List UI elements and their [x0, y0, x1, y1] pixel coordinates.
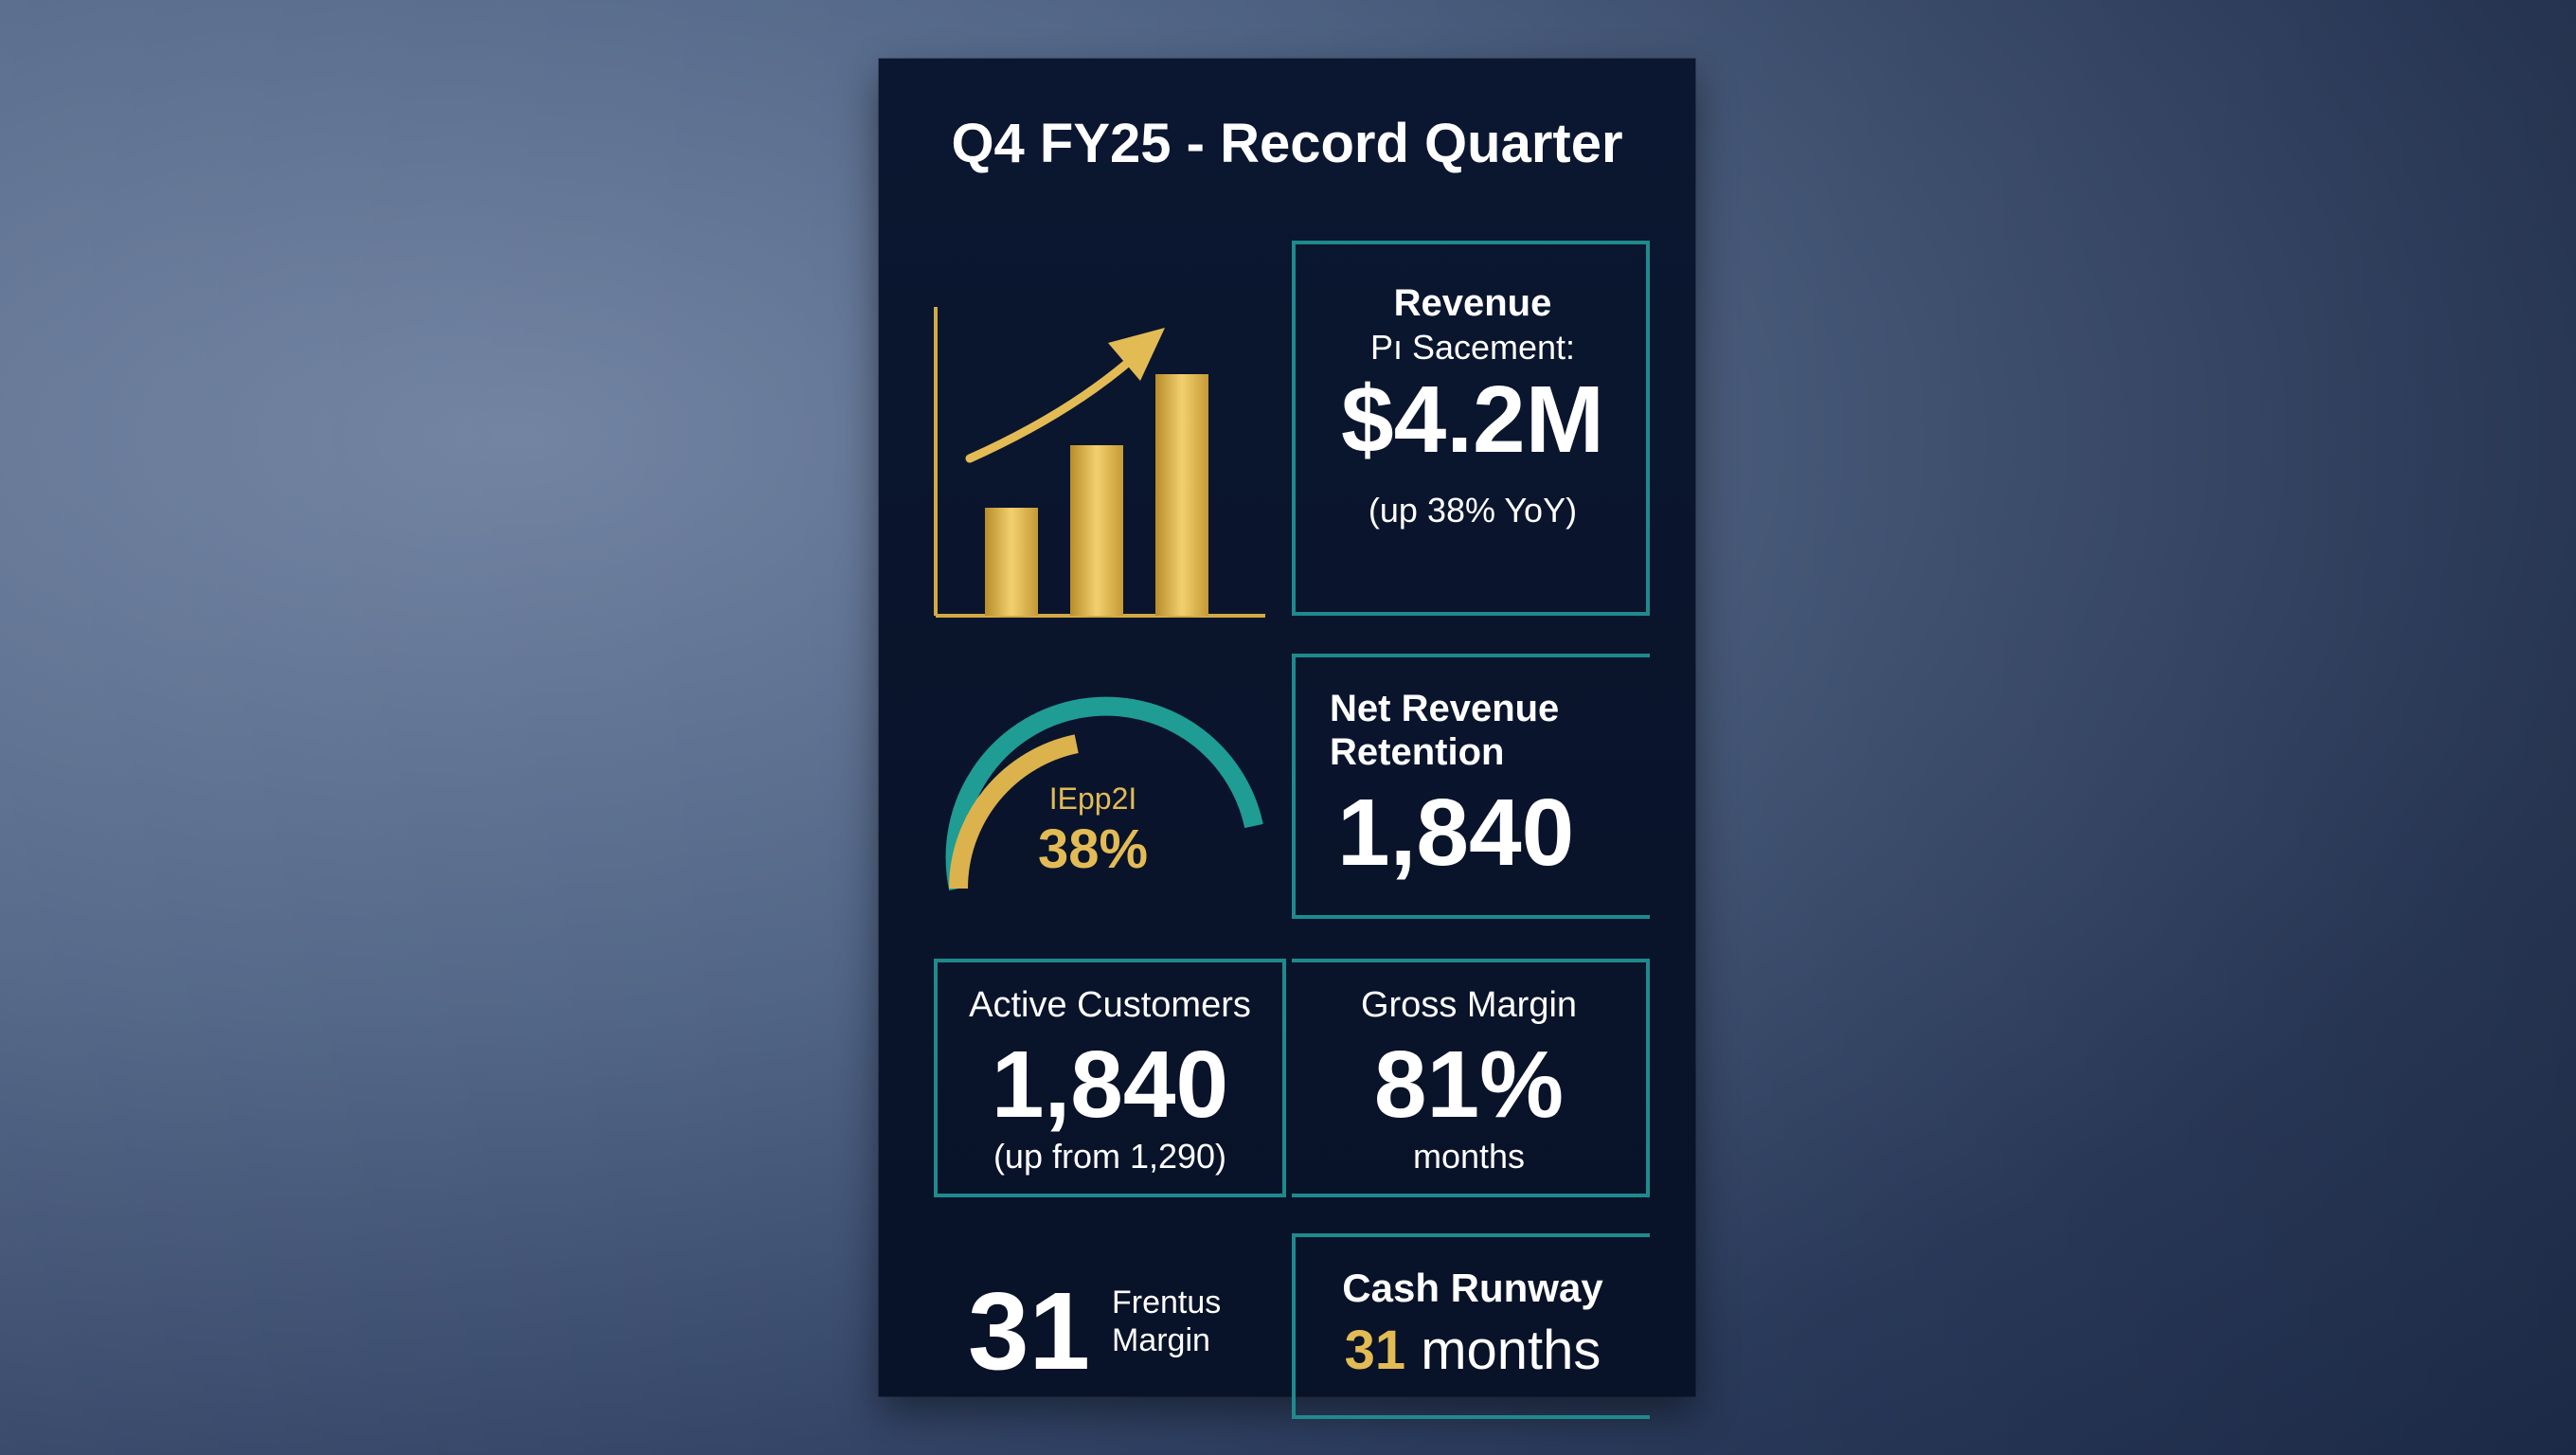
margin-stat-value: 31 [968, 1269, 1091, 1392]
customers-box: Active Customers 1,840 (up from 1,290) [934, 959, 1286, 1197]
retention-gauge: ΙEpp2Ι 38% [945, 696, 1263, 891]
revenue-box: Revenue Pı Sacement: $4.2M (up 38% YoY) [1292, 241, 1650, 616]
gauge-value: 38% [1038, 818, 1148, 880]
gross-margin-sub: months [1412, 1137, 1526, 1176]
nrr-heading-line2: Retention [1330, 731, 1505, 773]
gross-margin-box: Gross Margin 81% months [1292, 959, 1650, 1197]
gross-margin-value: 81% [1373, 1032, 1565, 1138]
gross-margin-heading: Gross Margin [1360, 985, 1578, 1025]
chart-bar [985, 508, 1038, 616]
customers-sub: (up from 1,290) [993, 1137, 1227, 1176]
card-title: Q4 FY25 - Record Quarter [951, 113, 1623, 174]
gauge-label: ΙEpp2Ι [1049, 781, 1137, 816]
margin-stat-label-line2: Margin [1112, 1322, 1210, 1358]
nrr-heading-line1: Net Revenue [1330, 688, 1560, 729]
revenue-heading: Revenue [1393, 282, 1552, 324]
revenue-sublabel: Pı Sacement: [1369, 328, 1576, 367]
revenue-box-right-edge [1646, 241, 1650, 616]
customers-value: 1,840 [991, 1032, 1229, 1138]
revenue-change: (up 38% YoY) [1368, 491, 1578, 530]
trend-arrow-head [1108, 328, 1165, 381]
runway-box: Cash Runway 31 months [1292, 1233, 1650, 1419]
trend-arrow-icon [965, 340, 1153, 463]
growth-bar-chart [934, 307, 1265, 618]
customers-heading: Active Customers [969, 985, 1251, 1025]
runway-value: 31 [1344, 1320, 1406, 1381]
runway-unit: months [1421, 1320, 1601, 1381]
runway-heading: Cash Runway [1342, 1266, 1603, 1310]
gauge-fill [949, 734, 1079, 889]
kpi-card: Q4 FY25 - Record Quarter Revenue Pı Sace… [879, 59, 1695, 1419]
runway-value-line: 31 months [1296, 1319, 1650, 1382]
chart-bar [1155, 374, 1208, 616]
nrr-box: Net Revenue Retention 1,840 [1292, 654, 1650, 919]
chart-bar [1070, 445, 1123, 616]
revenue-value: $4.2M [1341, 367, 1604, 473]
gauge-track [945, 696, 1263, 891]
nrr-value: 1,840 [1337, 780, 1575, 886]
margin-stat-label-line1: Frentus [1112, 1284, 1222, 1320]
